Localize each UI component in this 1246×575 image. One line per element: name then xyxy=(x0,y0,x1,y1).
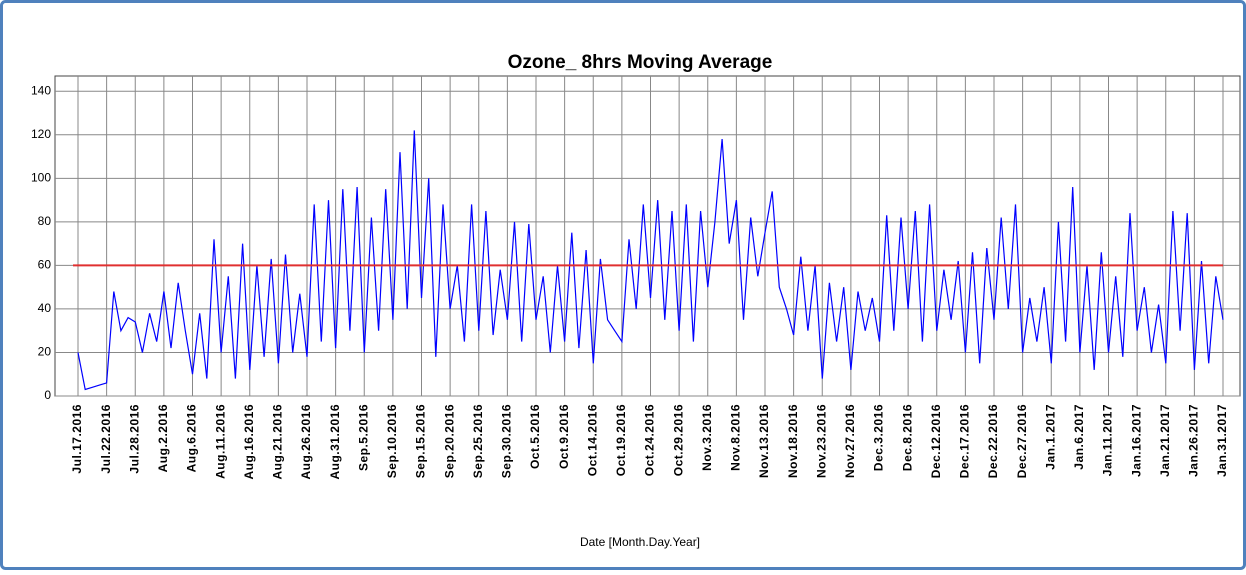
x-tick-label: Dec.8.2016 xyxy=(900,404,914,471)
x-tick-label: Dec.22.2016 xyxy=(986,404,1000,478)
line-series xyxy=(77,130,1224,391)
x-tick-label: Jan.16.2017 xyxy=(1129,404,1143,477)
y-tick-label: 80 xyxy=(38,214,52,228)
x-tick-label: Jan.1.2017 xyxy=(1043,404,1057,470)
x-tick-label: Sep.25.2016 xyxy=(471,404,485,478)
y-tick-label: 60 xyxy=(38,258,52,272)
y-tick-label: 100 xyxy=(31,170,51,184)
x-tick-label: Dec.17.2016 xyxy=(958,404,972,478)
x-tick-label: Sep.30.2016 xyxy=(500,404,514,478)
x-tick-label: Aug.11.2016 xyxy=(213,404,227,479)
x-tick-label: Oct.9.2016 xyxy=(557,404,571,469)
x-tick-label: Nov.27.2016 xyxy=(843,404,857,478)
x-tick-label: Sep.20.2016 xyxy=(442,404,456,478)
x-tick-label: Dec.27.2016 xyxy=(1015,404,1029,478)
x-tick-label: Aug.26.2016 xyxy=(299,404,313,480)
x-tick-label: Jan.26.2017 xyxy=(1187,404,1201,477)
x-tick-label: Jan.11.2017 xyxy=(1101,404,1115,476)
x-tick-label: Sep.10.2016 xyxy=(385,404,399,478)
y-tick-label: 120 xyxy=(31,127,51,141)
x-tick-label: Sep.15.2016 xyxy=(414,404,428,478)
x-tick-label: Dec.12.2016 xyxy=(929,404,943,478)
x-tick-label: Nov.23.2016 xyxy=(814,404,828,478)
x-tick-label: Dec.3.2016 xyxy=(872,404,886,471)
x-tick-label: Oct.5.2016 xyxy=(528,404,542,469)
x-tick-label: Sep.5.2016 xyxy=(356,404,370,471)
x-axis-label: Date [Month.Day.Year] xyxy=(580,535,700,549)
x-tick-label: Oct.29.2016 xyxy=(671,404,685,476)
x-tick-label: Nov.3.2016 xyxy=(700,404,714,471)
chart-title: Ozone_ 8hrs Moving Average xyxy=(508,52,773,73)
x-tick-label: Jul.17.2016 xyxy=(70,404,84,474)
x-tick-label: Aug.21.2016 xyxy=(271,404,285,480)
x-tick-label: Jul.22.2016 xyxy=(99,404,113,474)
y-tick-label: 0 xyxy=(44,388,51,402)
x-tick-label: Aug.6.2016 xyxy=(185,404,199,472)
x-tick-label: Oct.24.2016 xyxy=(643,404,657,476)
x-tick-label: Nov.18.2016 xyxy=(786,404,800,478)
x-tick-label: Nov.8.2016 xyxy=(729,404,743,471)
x-tick-label: Jan.6.2017 xyxy=(1072,404,1086,470)
x-tick-label: Oct.19.2016 xyxy=(614,404,628,476)
x-tick-label: Aug.16.2016 xyxy=(242,404,256,480)
x-tick-label: Jan.31.2017 xyxy=(1215,404,1229,477)
x-tick-label: Aug.31.2016 xyxy=(328,404,342,480)
y-tick-label: 140 xyxy=(31,83,51,97)
x-tick-label: Oct.14.2016 xyxy=(585,404,599,476)
x-tick-label: Aug.2.2016 xyxy=(156,404,170,472)
x-tick-label: Jan.21.2017 xyxy=(1158,404,1172,477)
y-tick-label: 20 xyxy=(38,345,52,359)
x-tick-label: Jul.28.2016 xyxy=(127,404,141,474)
y-tick-label: 40 xyxy=(38,301,52,315)
x-tick-label: Nov.13.2016 xyxy=(757,404,771,478)
